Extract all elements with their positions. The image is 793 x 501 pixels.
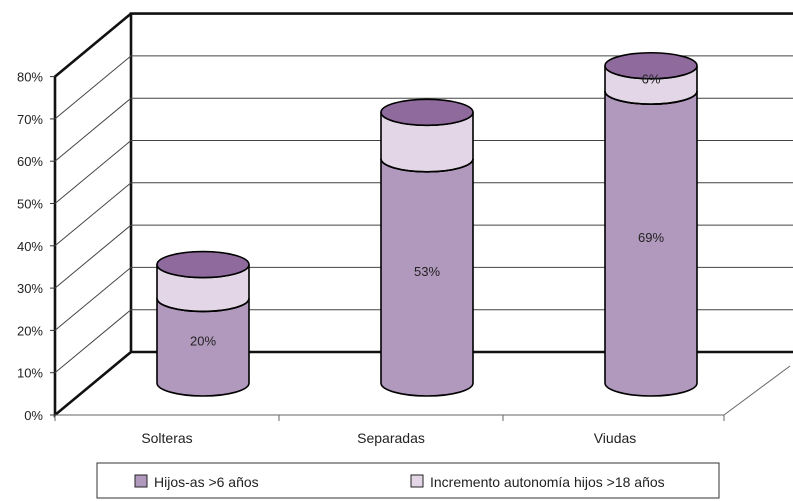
y-tick-label: 30% bbox=[17, 281, 43, 296]
data-label-hijos: 20% bbox=[190, 334, 216, 349]
data-label-hijos: 53% bbox=[414, 264, 440, 279]
bar-top-cap bbox=[157, 252, 249, 278]
legend-swatch-incremento bbox=[411, 475, 423, 487]
y-tick-label: 60% bbox=[17, 154, 43, 169]
y-tick-label: 70% bbox=[17, 112, 43, 127]
x-category-label: Viudas bbox=[594, 430, 637, 446]
gridline-side bbox=[55, 98, 131, 161]
x-axis: Solteras Separadas Viudas bbox=[55, 415, 724, 446]
x-category-label: Separadas bbox=[357, 430, 425, 446]
gridline-side bbox=[55, 310, 131, 373]
gridline-side bbox=[55, 267, 131, 330]
y-tick-label: 20% bbox=[17, 323, 43, 338]
legend-label-incremento: Incremento autonomía hijos >18 años bbox=[430, 474, 665, 490]
gridline-side bbox=[55, 225, 131, 288]
data-label-incremento: 6% bbox=[642, 71, 661, 86]
y-tick-label: 0% bbox=[24, 408, 43, 423]
y-tick-label: 80% bbox=[17, 70, 43, 85]
y-tick-label: 40% bbox=[17, 239, 43, 254]
gridline-side bbox=[55, 183, 131, 246]
legend-label-hijos: Hijos-as >6 años bbox=[154, 474, 259, 490]
legend-swatch-hijos bbox=[135, 475, 147, 487]
y-tick-label: 50% bbox=[17, 197, 43, 212]
gridline-side bbox=[55, 141, 131, 204]
gridline-side bbox=[55, 56, 131, 119]
data-label-hijos: 69% bbox=[638, 230, 664, 245]
floor-right-edge bbox=[724, 366, 790, 415]
bars: 20% 53% 69% 6% bbox=[157, 53, 697, 396]
y-axis-ticks: 0% 10% 20% 30% 40% 50% 60% 70% 80% bbox=[17, 70, 55, 423]
legend: Hijos-as >6 años Incremento autonomía hi… bbox=[97, 463, 719, 498]
y-tick-label: 10% bbox=[17, 366, 43, 381]
x-category-label: Solteras bbox=[141, 430, 192, 446]
bar-top-cap bbox=[381, 99, 473, 125]
